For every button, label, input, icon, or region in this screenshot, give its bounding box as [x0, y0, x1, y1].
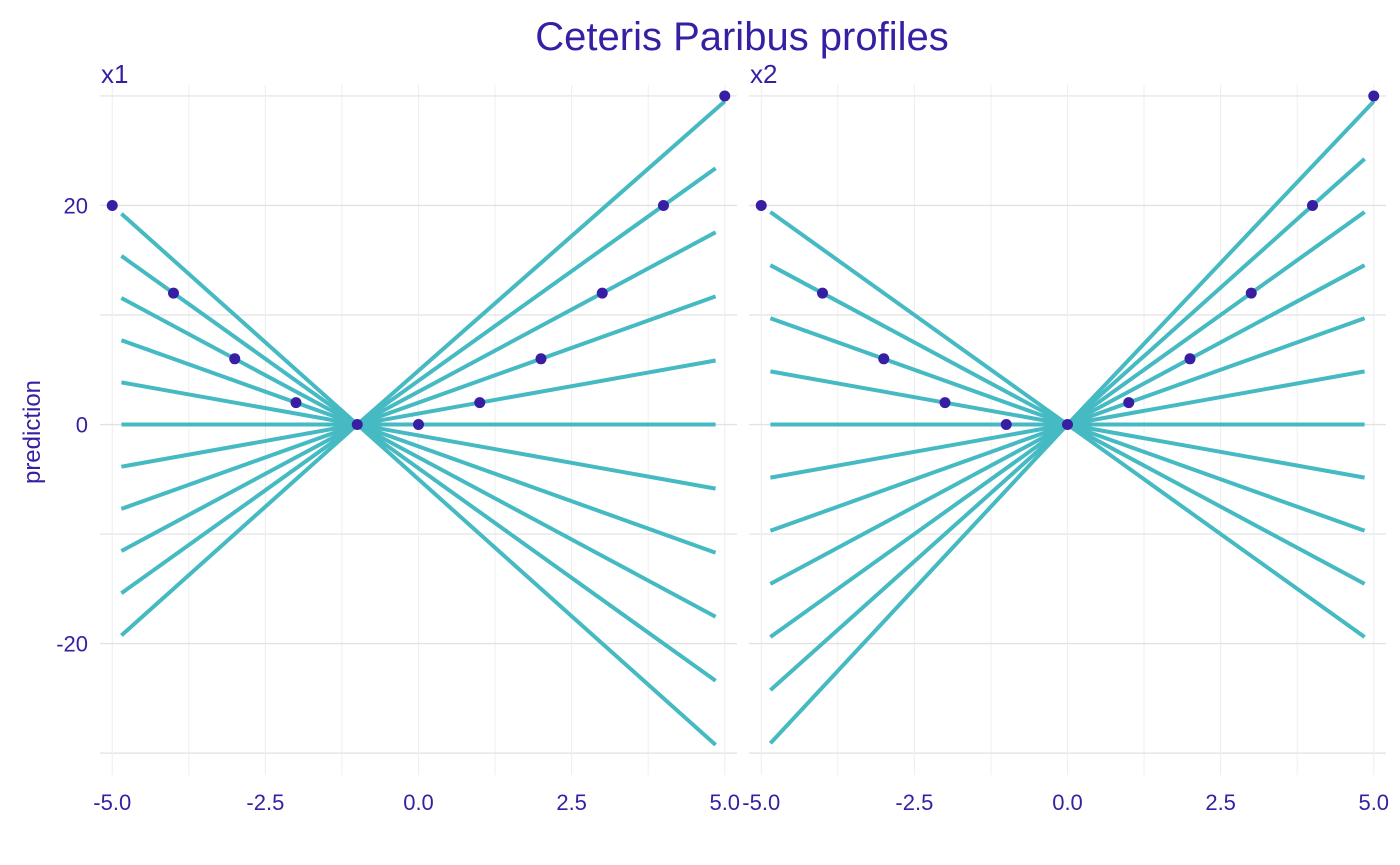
observation-point-x1-7	[474, 397, 486, 409]
observation-point-x2-6	[1062, 419, 1073, 431]
chart-title: Ceteris Paribus profiles	[535, 15, 949, 59]
observation-point-x2-2	[817, 287, 828, 299]
x-tick-label-x1: 0.0	[403, 790, 434, 815]
observation-point-x1-3	[229, 353, 241, 365]
observation-point-x2-4	[939, 397, 951, 409]
panel-x1: -5.0 -2.5 0.0 2.5 5.0 x1 -20 0 20	[56, 59, 740, 815]
panel-x2: -5.0 -2.5 0.0 2.5 5.0 x2	[742, 59, 1389, 815]
observation-point-x1-6	[413, 419, 424, 431]
observation-point-x2-11	[1368, 90, 1380, 102]
observation-point-x2-10	[1307, 199, 1318, 211]
observation-point-x1-5	[351, 419, 363, 431]
observation-point-x2-1	[755, 199, 767, 211]
observation-point-x2-8	[1184, 353, 1196, 365]
x-tick-label-x2: -2.5	[895, 790, 933, 815]
observation-point-x1-9	[596, 287, 608, 299]
x-tick-label-x2: -5.0	[742, 790, 780, 815]
profile-line-x2-1	[769, 100, 1376, 427]
y-tick-label: -20	[56, 632, 88, 657]
facet-label-x1: x1	[101, 59, 128, 89]
y-tick-label: 0	[76, 413, 88, 438]
observation-point-x2-7	[1123, 397, 1135, 409]
facet-panels: -5.0 -2.5 0.0 2.5 5.0 x1 -20 0 20 -5.0 -2.5 0.0 2.5 5…	[56, 59, 1389, 815]
x-tick-label-x2: 2.5	[1205, 790, 1236, 815]
x-tick-label-x1: -2.5	[246, 790, 284, 815]
y-axis-title: prediction	[19, 380, 46, 484]
observation-point-x2-9	[1245, 287, 1257, 299]
observation-point-x1-2	[168, 287, 179, 299]
x-tick-label-x1: 2.5	[556, 790, 587, 815]
observation-point-x1-11	[719, 90, 731, 102]
observation-point-x1-8	[535, 353, 547, 365]
x-tick-label-x2: 0.0	[1052, 790, 1083, 815]
observation-point-x2-5	[1000, 419, 1012, 431]
facet-label-x2: x2	[750, 59, 777, 89]
observation-point-x1-1	[106, 199, 118, 211]
observation-point-x1-10	[658, 199, 669, 211]
y-tick-label: 20	[64, 193, 88, 218]
x-tick-label-x2: 5.0	[1358, 790, 1389, 815]
observation-point-x2-3	[878, 353, 890, 365]
x-tick-label-x1: -5.0	[93, 790, 131, 815]
observation-point-x1-4	[290, 397, 302, 409]
x-tick-label-x1: 5.0	[709, 790, 740, 815]
